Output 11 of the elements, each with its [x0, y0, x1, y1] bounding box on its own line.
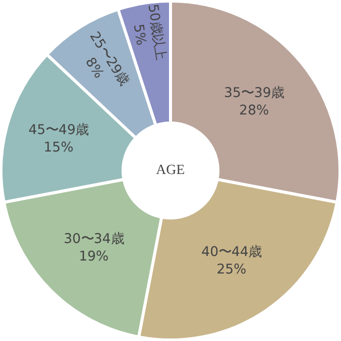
data-label: 8%: [82, 55, 106, 82]
data-label: 19%: [78, 250, 109, 265]
data-label: 5%: [130, 23, 148, 47]
slice-label: 30〜34歳: [64, 232, 124, 248]
slice-label: 45〜49歳: [28, 122, 89, 138]
data-label: 25%: [216, 262, 246, 278]
data-label: 15%: [44, 140, 74, 156]
data-label: 28%: [239, 104, 269, 119]
slice-label: 35〜39歳: [224, 86, 284, 102]
slice-label: 40〜44歳: [201, 245, 262, 260]
text: AGE: [156, 163, 185, 178]
